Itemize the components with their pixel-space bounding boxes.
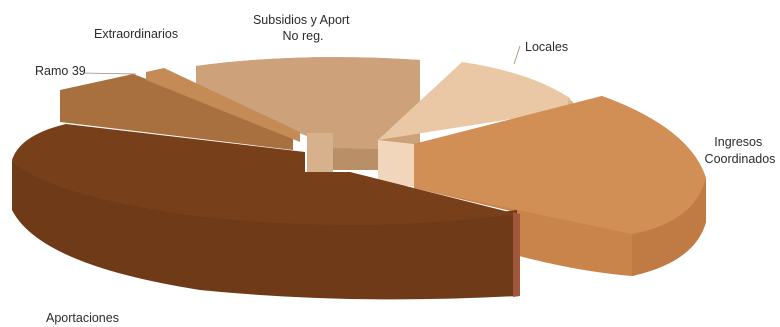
slice-subsidios-top [196, 57, 420, 150]
slice-aportaciones-group [12, 124, 520, 300]
label-aportaciones: Aportaciones [46, 311, 119, 325]
label-extraordinarios: Extraordinarios [94, 27, 178, 41]
label-subsidios-line1: Subsidios y Aport [253, 13, 350, 27]
slice-ramo39-group [60, 74, 293, 150]
label-ramo39-text: Ramo 39 [35, 64, 86, 78]
label-ingresos-line2: Coordinados [705, 152, 776, 166]
slice-aportaciones-top [12, 124, 517, 225]
label-locales: Locales [525, 40, 568, 54]
label-ingresos-line1: Ingresos [714, 135, 762, 149]
label-subsidios: Subsidios y Aport No reg. [253, 13, 353, 43]
slice-extraordinarios-top [146, 68, 300, 142]
slice-subsidios-group [196, 57, 420, 172]
label-locales-text: Locales [525, 40, 568, 54]
label-aportaciones-text: Aportaciones [46, 311, 119, 325]
label-ramo39: Ramo 39 [35, 64, 86, 78]
slice-aportaciones-side [12, 160, 517, 300]
slice-subsidios-front [307, 133, 333, 172]
slice-ramo39-top [60, 74, 293, 150]
label-subsidios-line2: No reg. [283, 29, 324, 43]
label-ingresos: Ingresos Coordinados [705, 135, 776, 166]
slice-extraordinarios-group [146, 68, 300, 142]
slice-ingresos-top [414, 96, 706, 234]
slice-ingresos-group [414, 96, 706, 276]
leader-line-locales [513, 45, 521, 65]
slice-locales-side [378, 140, 414, 186]
slice-ingresos-front [632, 178, 706, 276]
label-extraordinarios-text: Extraordinarios [94, 27, 178, 41]
slice-aportaciones-edge [513, 212, 520, 297]
leader-line-ramo39 [82, 72, 137, 75]
slice-locales-top [378, 62, 570, 140]
